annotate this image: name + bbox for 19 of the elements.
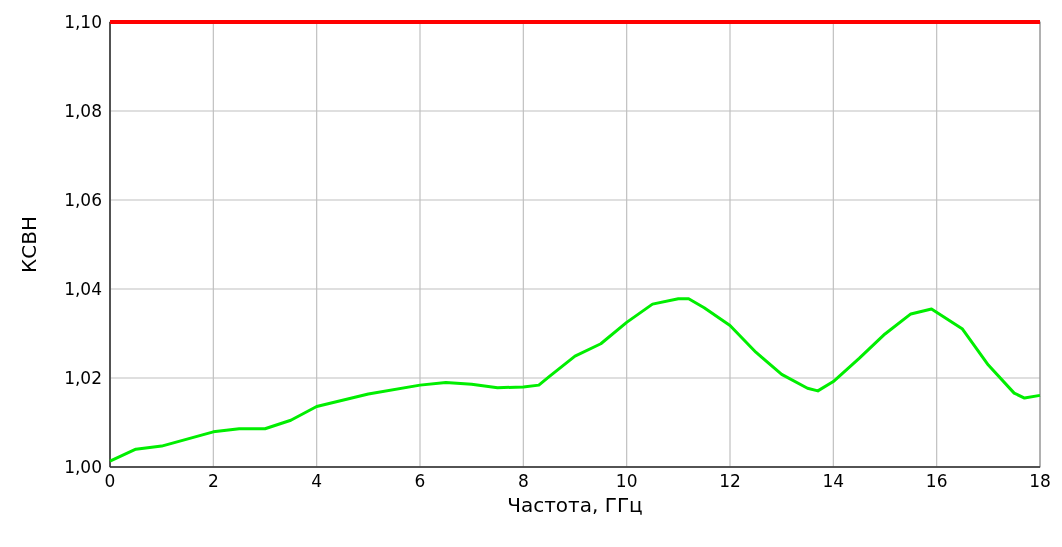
x-tick-label: 14 [822,471,845,491]
x-tick-label: 4 [311,471,323,491]
x-tick-label: 18 [1029,471,1051,491]
x-tick-label: 16 [925,471,948,491]
y-tick-label: 1,08 [64,100,102,121]
y-tick-label: 1,00 [64,456,102,477]
y-tick-label: 1,10 [64,11,102,32]
x-tick-label: 8 [517,471,529,491]
x-tick-label: 2 [207,471,219,491]
x-tick-label: 10 [615,471,638,491]
x-tick-label: 6 [414,471,426,491]
line-series [108,297,1042,463]
y-axis-title: КСВН [17,216,41,273]
x-axis-title: Частота, ГГц [507,493,643,517]
x-tick-label: 12 [719,471,741,491]
y-tick-label: 1,02 [64,367,102,388]
x-tick-label: 0 [104,471,116,491]
y-tick-label: 1,04 [64,278,102,299]
y-tick-label: 1,06 [64,189,102,210]
